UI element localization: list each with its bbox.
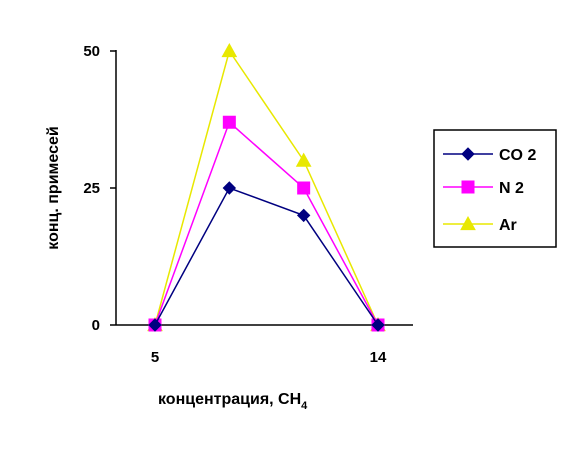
legend-item: CO 2 <box>443 147 536 164</box>
legend-marker <box>460 215 476 231</box>
x-tick-label: 5 <box>151 349 159 366</box>
legend-marker <box>461 180 475 194</box>
x-axis-title-main: концентрация, СН <box>158 391 301 408</box>
legend-item: Ar <box>443 215 517 234</box>
y-tick-label: 50 <box>83 43 100 60</box>
series-line <box>154 49 379 326</box>
legend-label: CO 2 <box>499 147 536 164</box>
series-line <box>154 120 379 326</box>
series-3 <box>147 42 386 332</box>
data-point <box>371 318 385 332</box>
series-layer <box>147 42 386 332</box>
x-axis-title: концентрация, СН4 <box>158 391 308 412</box>
data-point <box>148 318 162 332</box>
legend: CO 2 N 2 Ar <box>443 147 536 234</box>
data-point <box>221 42 238 58</box>
data-point <box>295 152 312 167</box>
series-2 <box>148 115 385 332</box>
legend-box <box>433 129 557 248</box>
y-tick-label: 25 <box>83 180 100 197</box>
data-point <box>222 115 236 129</box>
data-point <box>297 181 311 195</box>
data-point <box>296 208 311 223</box>
y-tick-label: 0 <box>92 317 100 334</box>
series-line <box>154 187 379 326</box>
data-point <box>222 181 237 195</box>
x-ticks: 5 14 <box>151 325 387 366</box>
legend-label: N 2 <box>499 180 524 197</box>
series-1 <box>148 181 385 332</box>
legend-label: Ar <box>499 217 517 234</box>
y-axis-title: конц. примесей <box>45 126 62 249</box>
x-axis-title-subscript: 4 <box>301 400 308 412</box>
x-tick-label: 14 <box>370 349 387 366</box>
legend-item: N 2 <box>443 180 524 197</box>
legend-marker <box>461 147 475 161</box>
y-ticks: 0 25 50 <box>83 43 116 334</box>
